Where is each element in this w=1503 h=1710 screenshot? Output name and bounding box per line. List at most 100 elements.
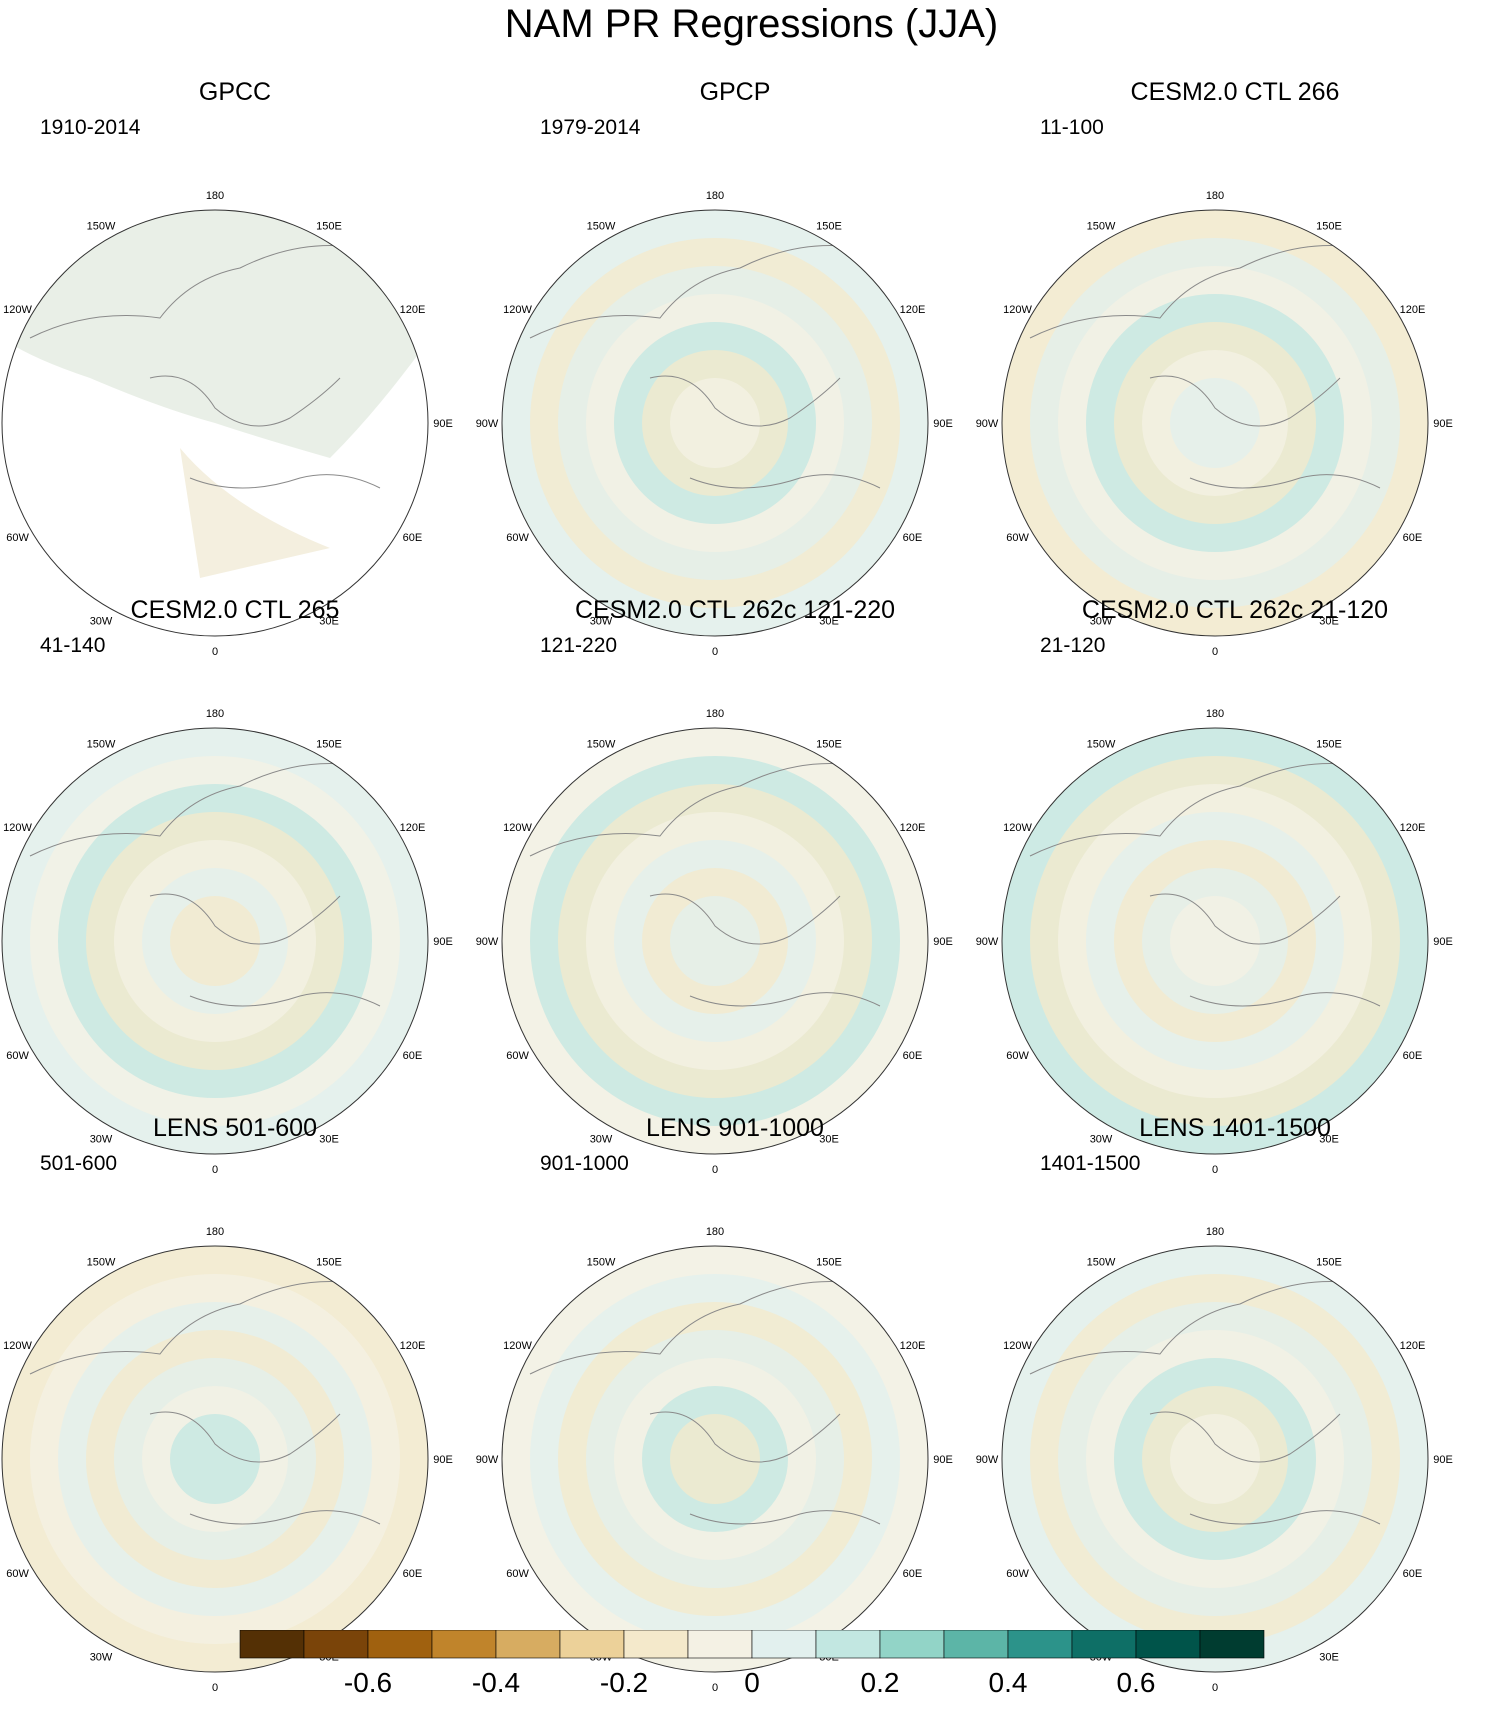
map-boundary — [1, 727, 429, 1155]
longitude-label: 90E — [433, 418, 453, 430]
longitude-label: 150E — [1316, 1257, 1342, 1269]
longitude-label: 90E — [933, 1454, 953, 1466]
panel-title: LENS 901-1000 — [646, 1114, 824, 1142]
longitude-label: 90E — [933, 936, 953, 948]
longitude-label: 90W — [976, 936, 999, 948]
colorbar-swatch — [1007, 1629, 1073, 1659]
longitude-label: 120W — [3, 304, 32, 316]
longitude-label: 180 — [1206, 708, 1224, 720]
colorbar-tick-label: -0.4 — [472, 1667, 520, 1698]
longitude-label: 90E — [933, 418, 953, 430]
map-panel: LENS 1401-1500 1401-1500 180 150E 120E 90E 60E… — [976, 1114, 1470, 1694]
panel-period: 121-220 — [540, 634, 618, 657]
longitude-label: 60E — [903, 1050, 923, 1062]
colorbar-tick-label: 0.4 — [989, 1667, 1028, 1698]
longitude-label: 150E — [316, 739, 342, 751]
longitude-label: 0 — [1212, 1164, 1218, 1176]
longitude-label: 60E — [1403, 1568, 1423, 1580]
longitude-label: 120W — [503, 304, 532, 316]
colorbar-tick-label: 0.6 — [1117, 1667, 1156, 1698]
longitude-label: 60W — [6, 1568, 29, 1580]
panel-title: CESM2.0 CTL 265 — [130, 596, 340, 624]
map-boundary — [1001, 727, 1429, 1155]
longitude-label: 30W — [90, 1651, 113, 1663]
colorbar-swatch — [751, 1629, 817, 1659]
longitude-label: 90W — [476, 418, 499, 430]
panel-title: GPCC — [198, 78, 272, 106]
longitude-label: 60E — [403, 532, 423, 544]
panel-title: CESM2.0 CTL 262c 21-120 — [1081, 596, 1389, 624]
panel-title: LENS 501-600 — [152, 1114, 317, 1142]
longitude-label: 120W — [3, 822, 32, 834]
colorbar-swatch — [303, 1629, 369, 1659]
longitude-label: 180 — [706, 708, 724, 720]
longitude-label: 120W — [1003, 1340, 1032, 1352]
longitude-label: 0 — [212, 1682, 218, 1694]
longitude-label: 150E — [816, 221, 842, 233]
longitude-label: 90E — [433, 936, 453, 948]
map-panel: LENS 901-1000 901-1000 180 150E 120E 90E 60E 30… — [476, 1114, 970, 1694]
longitude-label: 150W — [1087, 1257, 1116, 1269]
map-panel: LENS 501-600 501-600 180 150E 120E 90E 60E 30E 0… — [0, 1114, 470, 1694]
longitude-label: 60W — [506, 532, 529, 544]
longitude-label: 150E — [1316, 221, 1342, 233]
panel-period: 21-120 — [1040, 634, 1106, 657]
longitude-label: 120E — [400, 304, 426, 316]
longitude-label: 120W — [1003, 304, 1032, 316]
colorbar-swatch — [559, 1629, 625, 1659]
longitude-label: 120E — [900, 822, 926, 834]
map-boundary — [501, 727, 929, 1155]
longitude-label: 150E — [1316, 739, 1342, 751]
longitude-label: 120E — [400, 1340, 426, 1352]
longitude-label: 120W — [503, 1340, 532, 1352]
longitude-label: 0 — [712, 1682, 718, 1694]
longitude-label: 150W — [587, 739, 616, 751]
longitude-label: 60E — [403, 1568, 423, 1580]
longitude-label: 90E — [1433, 418, 1453, 430]
longitude-label: 60E — [903, 1568, 923, 1580]
longitude-label: 150E — [316, 221, 342, 233]
longitude-label: 150W — [587, 221, 616, 233]
panel-title: GPCP — [699, 78, 771, 106]
longitude-label: 60W — [1006, 1050, 1029, 1062]
colorbar-tick-label: -0.2 — [600, 1667, 648, 1698]
longitude-label: 30E — [819, 615, 839, 627]
longitude-label: 180 — [1206, 1226, 1224, 1238]
colorbar-svg: -0.6 -0.4 -0.2 0 0.2 0.4 0.6 — [239, 1629, 1265, 1698]
longitude-label: 60W — [1006, 532, 1029, 544]
map-boundary — [501, 1245, 929, 1673]
longitude-label: 150E — [316, 1257, 342, 1269]
longitude-label: 120E — [1400, 822, 1426, 834]
colorbar-swatch — [1071, 1629, 1137, 1659]
longitude-label: 180 — [706, 190, 724, 202]
colorbar-swatch — [1199, 1629, 1265, 1659]
longitude-label: 180 — [706, 1226, 724, 1238]
longitude-label: 120E — [1400, 304, 1426, 316]
longitude-label: 180 — [206, 708, 224, 720]
longitude-label: 60W — [6, 1050, 29, 1062]
longitude-label: 60E — [903, 532, 923, 544]
longitude-label: 90W — [976, 418, 999, 430]
panel-period: 11-100 — [1040, 116, 1104, 139]
longitude-label: 90W — [476, 936, 499, 948]
colorbar-tick-label: -0.6 — [344, 1667, 392, 1698]
longitude-label: 180 — [206, 1226, 224, 1238]
longitude-label: 120E — [900, 1340, 926, 1352]
longitude-label: 180 — [1206, 190, 1224, 202]
panel-period: 1401-1500 — [1040, 1152, 1141, 1175]
colorbar-swatch — [623, 1629, 689, 1659]
panel-period: 901-1000 — [540, 1152, 629, 1175]
colorbar-tick-label: 0 — [744, 1667, 760, 1698]
colorbar-swatch — [1135, 1629, 1201, 1659]
longitude-label: 0 — [712, 646, 718, 658]
colorbar-swatch — [687, 1629, 753, 1659]
longitude-label: 90E — [1433, 1454, 1453, 1466]
longitude-label: 30E — [1319, 1133, 1339, 1145]
colorbar-swatch — [239, 1629, 305, 1659]
longitude-label: 90W — [976, 1454, 999, 1466]
longitude-label: 30W — [590, 615, 613, 627]
